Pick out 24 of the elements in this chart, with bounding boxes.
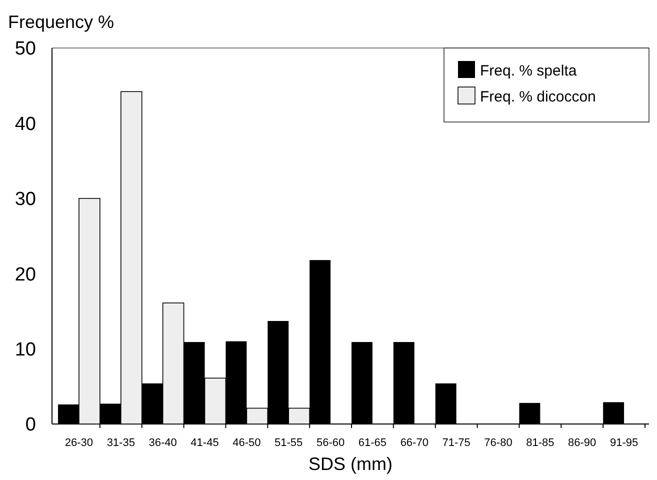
y-tick-label: 10 — [14, 339, 36, 360]
x-tick-label: 81-85 — [526, 437, 554, 449]
x-tick-label: 36-40 — [148, 437, 177, 449]
legend-label: Freq. % dicoccon — [480, 88, 596, 106]
x-tick-label: 66-70 — [400, 437, 428, 449]
x-tick-label: 76-80 — [484, 437, 512, 449]
legend-label: Freq. % spelta — [480, 62, 578, 80]
x-tick-label: 26-30 — [64, 437, 94, 449]
x-tick-label: 56-60 — [316, 437, 345, 449]
x-tick-label: 46-50 — [232, 437, 261, 449]
y-tick-label: 20 — [14, 264, 36, 286]
x-tick-label: 91-95 — [610, 437, 638, 449]
x-axis-title: SDS (mm) — [308, 454, 392, 474]
x-tick-label: 61-65 — [358, 437, 387, 449]
x-tick-label: 71-75 — [442, 437, 470, 449]
x-tick-label: 41-45 — [190, 437, 219, 449]
y-tick-label: 0 — [25, 414, 36, 436]
y-axis-title: Frequency % — [8, 12, 114, 32]
x-tick-label: 86-90 — [568, 437, 596, 449]
y-tick-label: 40 — [14, 114, 36, 135]
x-tick-label: 51-55 — [274, 437, 303, 449]
y-tick-label: 30 — [14, 189, 36, 210]
x-tick-label: 31-35 — [106, 437, 135, 449]
y-tick-label: 50 — [14, 38, 36, 60]
